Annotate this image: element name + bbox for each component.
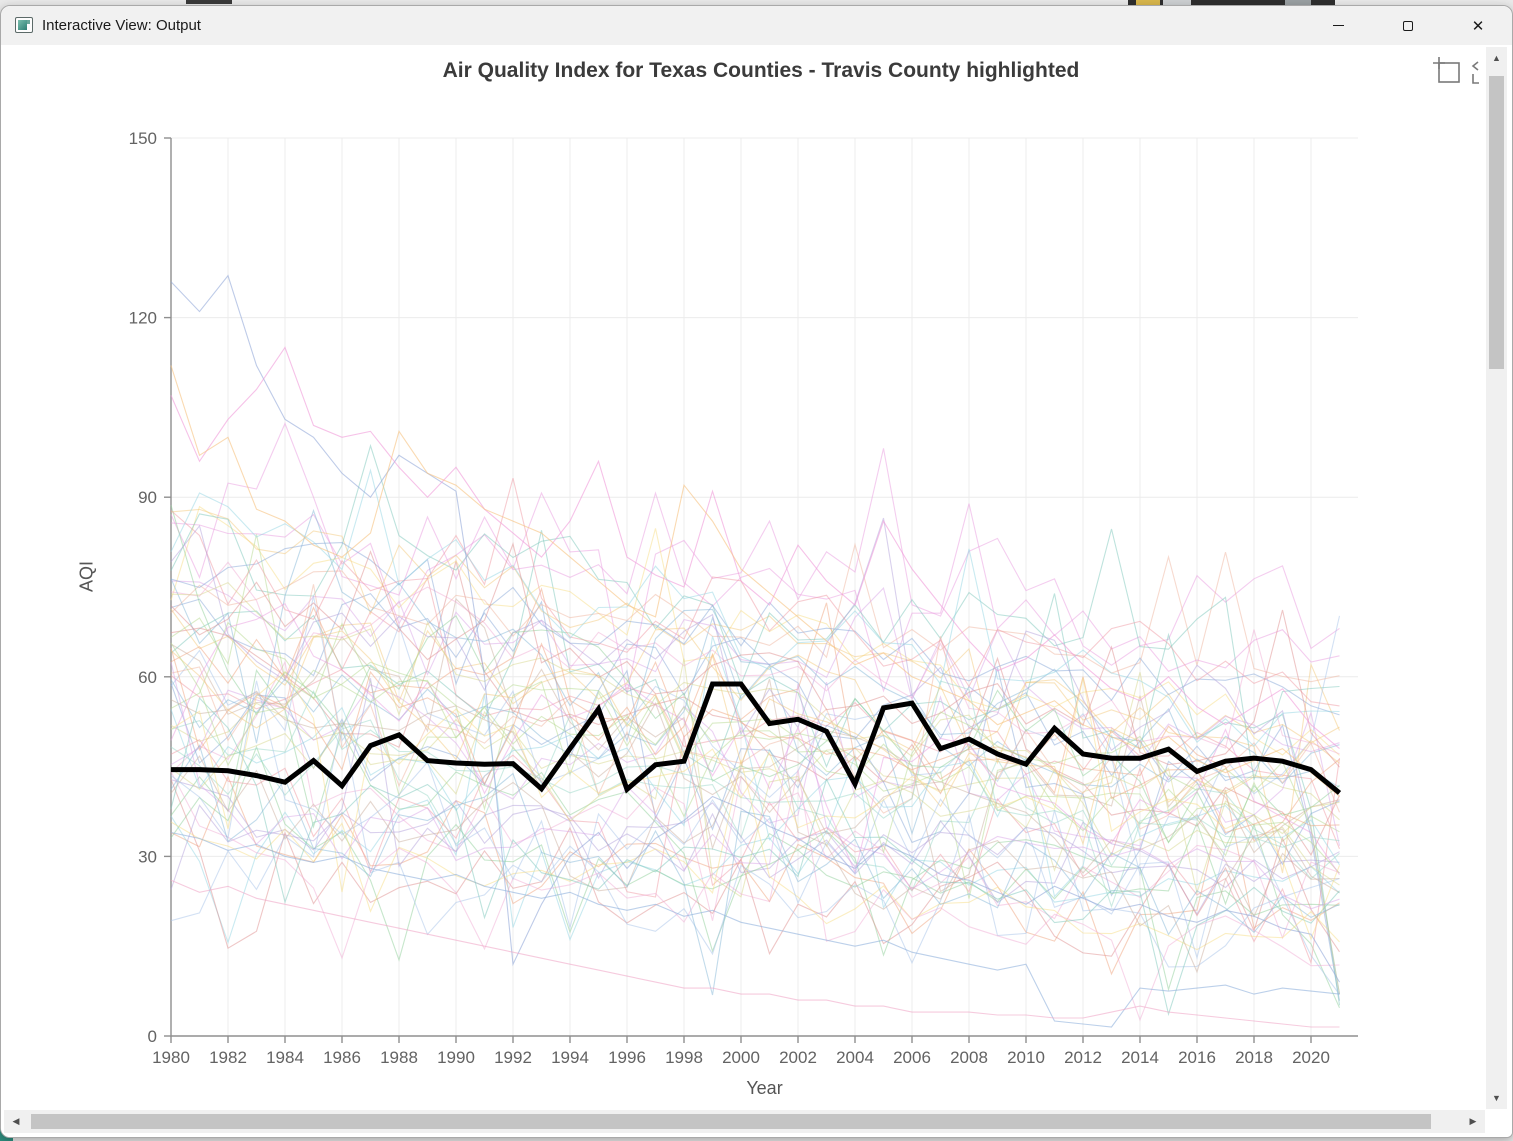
county-line-low-outlier-pink	[170, 879, 1340, 1028]
county-line	[170, 597, 1340, 893]
x-tick-label: 2004	[836, 1048, 874, 1067]
county-line	[170, 517, 1341, 995]
backdrop-window-fragment	[1163, 0, 1191, 5]
county-line	[170, 680, 1340, 909]
county-line	[170, 505, 1340, 849]
x-tick-label: 2010	[1007, 1048, 1045, 1067]
y-tick-label: 90	[138, 488, 157, 507]
travis-county-line	[171, 681, 1342, 795]
x-tick-label: 1980	[152, 1048, 190, 1067]
county-line	[170, 678, 1340, 974]
x-tick-label: 1988	[380, 1048, 418, 1067]
close-icon: ✕	[1471, 17, 1485, 35]
county-line	[170, 661, 1340, 910]
county-line	[170, 690, 1340, 918]
x-tick-label: 1998	[665, 1048, 703, 1067]
x-tick-label: 2018	[1235, 1048, 1273, 1067]
county-line-high-outlier-orange	[170, 365, 1340, 797]
county-line-high-outlier-blue	[170, 274, 1340, 983]
box-select-icon[interactable]	[1432, 56, 1464, 90]
county-line	[170, 584, 1341, 830]
aqi-line-chart: 0 30 60 90 120 150 1980 1982 1984 1986 1988 1990 199…	[129, 129, 1358, 1067]
y-tick-label: 0	[148, 1027, 157, 1046]
county-line	[170, 596, 1341, 877]
vertical-scrollbar[interactable]: ▲ ▼	[1486, 47, 1507, 1109]
county-line	[170, 669, 1340, 992]
county-line	[170, 581, 1340, 895]
x-tick-label: 1996	[608, 1048, 646, 1067]
x-tick-label: 1986	[323, 1048, 361, 1067]
county-line	[170, 477, 1340, 707]
maximize-button[interactable]	[1385, 6, 1431, 45]
y-tick-label: 60	[138, 668, 157, 687]
minimize-icon	[1332, 24, 1344, 27]
x-tick-label: 2012	[1064, 1048, 1102, 1067]
close-button[interactable]: ✕	[1455, 6, 1501, 45]
x-tick-label: 2020	[1292, 1048, 1330, 1067]
x-tick-label: 2006	[893, 1048, 931, 1067]
county-line	[170, 759, 1340, 951]
county-line	[170, 642, 1341, 994]
county-line	[170, 744, 1340, 996]
county-line	[170, 630, 1340, 846]
x-tick-label: 1990	[437, 1048, 475, 1067]
county-line	[170, 505, 1340, 756]
x-tick-label: 2014	[1121, 1048, 1159, 1067]
county-line	[170, 542, 1340, 716]
y-tick-label: 150	[129, 129, 157, 148]
horizontal-scrollbar[interactable]: ◀ ▶	[4, 1110, 1485, 1133]
county-line	[170, 602, 1340, 876]
backdrop-window-fragment	[186, 0, 232, 4]
county-line	[170, 642, 1340, 834]
county-line	[170, 697, 1340, 1017]
backdrop-window-fragment	[1128, 0, 1335, 5]
window-titlebar[interactable]: Interactive View: Output ✕	[1, 6, 1512, 45]
x-tick-label: 1992	[494, 1048, 532, 1067]
backdrop-window-fragment	[1285, 0, 1311, 5]
county-line	[170, 468, 1340, 747]
interactive-view-icon	[15, 17, 33, 33]
county-line	[170, 592, 1341, 1001]
scroll-left-icon[interactable]: ◀	[12, 1116, 20, 1126]
scroll-right-icon[interactable]: ▶	[1469, 1116, 1477, 1126]
county-line	[170, 491, 1340, 693]
x-tick-label: 1994	[551, 1048, 589, 1067]
county-line	[170, 587, 1340, 842]
x-tick-label: 1984	[266, 1048, 304, 1067]
county-line	[170, 658, 1340, 898]
scroll-down-icon[interactable]: ▼	[1492, 1093, 1501, 1103]
x-axis-title: Year	[746, 1078, 783, 1098]
y-axis-title: AQI	[76, 561, 97, 593]
minimize-button[interactable]	[1315, 6, 1361, 45]
backdrop-window-fragment	[1136, 0, 1160, 5]
county-line-high-outlier-pink	[170, 346, 1340, 750]
partially-hidden-tool-icon[interactable]	[1470, 56, 1486, 90]
window-title: Interactive View: Output	[42, 17, 201, 34]
y-tick-label: 30	[138, 847, 157, 866]
y-tick-label: 120	[129, 309, 157, 328]
plot-modebar	[1432, 56, 1486, 90]
county-line	[170, 636, 1340, 898]
x-tick-label: 2008	[950, 1048, 988, 1067]
county-line-low-outlier-blue	[170, 831, 1340, 1028]
x-tick-label: 2016	[1178, 1048, 1216, 1067]
chart-title: Air Quality Index for Texas Counties - T…	[442, 59, 1080, 82]
x-tick-label: 1982	[209, 1048, 247, 1067]
vertical-scrollbar-thumb[interactable]	[1489, 76, 1504, 369]
horizontal-scrollbar-thumb[interactable]	[31, 1114, 1431, 1129]
scroll-up-icon[interactable]: ▲	[1492, 53, 1501, 63]
county-line	[170, 608, 1341, 874]
county-line	[170, 561, 1340, 755]
x-tick-label: 2000	[722, 1048, 760, 1067]
interactive-view-window: Interactive View: Output ✕ 0 30 60 90 120 150…	[0, 5, 1513, 1138]
county-line	[170, 670, 1341, 941]
maximize-icon	[1403, 20, 1413, 31]
county-line	[170, 443, 1340, 780]
view-content: 0 30 60 90 120 150 1980 1982 1984 1986 1988 1990 199…	[1, 45, 1512, 1137]
x-tick-label: 2002	[779, 1048, 817, 1067]
county-line	[170, 680, 1340, 960]
